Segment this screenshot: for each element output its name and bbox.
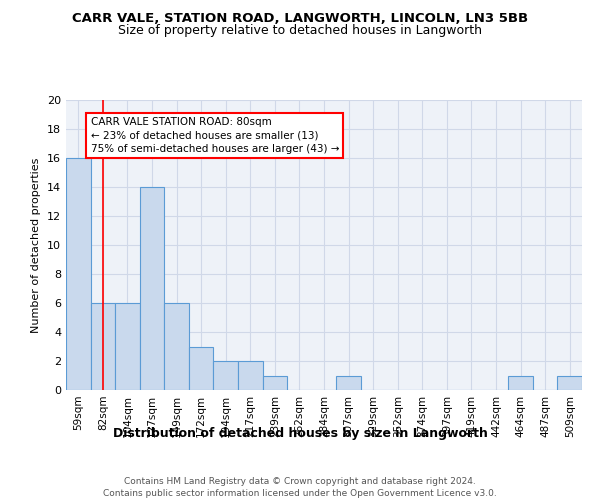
Bar	[189, 346, 214, 390]
Bar	[263, 376, 287, 390]
Bar	[214, 361, 238, 390]
Bar	[557, 376, 582, 390]
Bar	[336, 376, 361, 390]
Y-axis label: Number of detached properties: Number of detached properties	[31, 158, 41, 332]
Text: Distribution of detached houses by size in Langworth: Distribution of detached houses by size …	[113, 428, 487, 440]
Bar	[238, 361, 263, 390]
Text: Contains HM Land Registry data © Crown copyright and database right 2024.: Contains HM Land Registry data © Crown c…	[124, 478, 476, 486]
Bar	[91, 303, 115, 390]
Bar	[66, 158, 91, 390]
Bar	[164, 303, 189, 390]
Bar	[508, 376, 533, 390]
Text: CARR VALE STATION ROAD: 80sqm
← 23% of detached houses are smaller (13)
75% of s: CARR VALE STATION ROAD: 80sqm ← 23% of d…	[91, 118, 339, 154]
Bar	[115, 303, 140, 390]
Bar	[140, 187, 164, 390]
Text: CARR VALE, STATION ROAD, LANGWORTH, LINCOLN, LN3 5BB: CARR VALE, STATION ROAD, LANGWORTH, LINC…	[72, 12, 528, 26]
Text: Size of property relative to detached houses in Langworth: Size of property relative to detached ho…	[118, 24, 482, 37]
Text: Contains public sector information licensed under the Open Government Licence v3: Contains public sector information licen…	[103, 489, 497, 498]
